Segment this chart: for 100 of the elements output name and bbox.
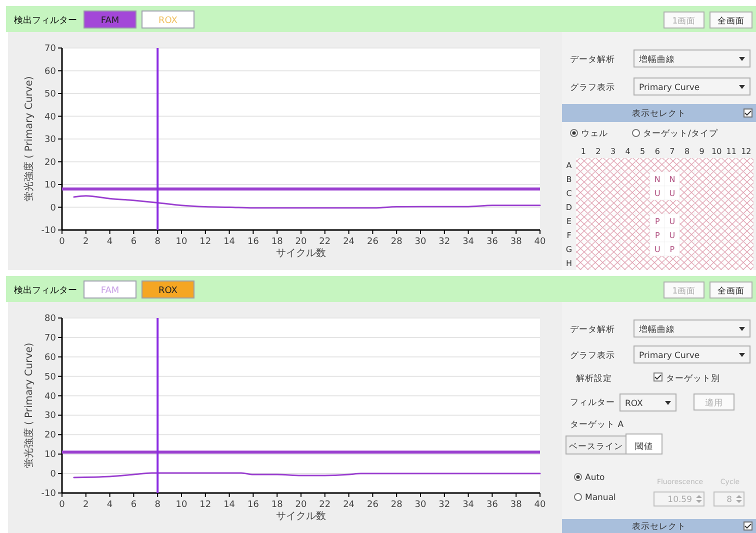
text: 閾値 bbox=[635, 441, 653, 452]
x-axis-title: サイクル数 bbox=[276, 511, 326, 522]
text: ターゲット別 bbox=[666, 373, 720, 384]
line-series bbox=[73, 195, 541, 209]
y-tick-label: B bbox=[566, 175, 572, 184]
text: 検出フィルター bbox=[14, 285, 77, 296]
x-tick-label: 0 bbox=[59, 237, 66, 247]
x-tick-label: 4 bbox=[625, 147, 630, 156]
y-axis-title: 蛍光強度 ( Primary Curve) bbox=[23, 342, 35, 468]
x-tick-label: 6 bbox=[130, 500, 137, 510]
text: 表示セレクト bbox=[632, 108, 686, 119]
text: 10.59 bbox=[668, 495, 692, 505]
x-tick-label: 30 bbox=[414, 500, 426, 510]
text: U bbox=[669, 231, 676, 240]
x-tick-label: 36 bbox=[486, 237, 498, 247]
y-tick-label: 60 bbox=[44, 352, 56, 363]
x-tick-label: 28 bbox=[390, 500, 403, 510]
x-tick-label: 2 bbox=[83, 237, 89, 247]
text: 全画面 bbox=[718, 16, 744, 26]
x-tick-label: 26 bbox=[366, 500, 379, 510]
x-tick-label: 3 bbox=[610, 147, 616, 156]
text: 適用 bbox=[705, 398, 723, 408]
text: 増幅曲線 bbox=[638, 324, 675, 335]
text: 全画面 bbox=[718, 286, 744, 296]
y-tick-label: E bbox=[566, 217, 572, 226]
y-tick-label: 70 bbox=[44, 333, 56, 344]
x-tick-label: 10 bbox=[712, 147, 722, 156]
x-tick-label: 34 bbox=[462, 500, 474, 510]
text: ROX bbox=[625, 399, 644, 409]
x-tick-label: 18 bbox=[271, 237, 284, 247]
text: ターゲット/タイプ bbox=[643, 128, 719, 139]
x-tick-label: 12 bbox=[741, 147, 752, 156]
y-tick-label: 10 bbox=[44, 450, 56, 460]
text: U bbox=[669, 189, 676, 198]
y-tick-label: 30 bbox=[44, 411, 56, 422]
x-tick-label: 40 bbox=[534, 237, 546, 247]
text: 表示セレクト bbox=[632, 521, 686, 532]
x-axis-title: サイクル数 bbox=[276, 248, 326, 259]
x-tick-label: 8 bbox=[154, 500, 161, 510]
x-tick-label: 14 bbox=[224, 237, 236, 247]
y-tick-label: -10 bbox=[41, 489, 56, 499]
text: グラフ表示 bbox=[570, 350, 615, 361]
y-tick-label: 0 bbox=[50, 203, 56, 214]
text: 増幅曲線 bbox=[638, 54, 675, 65]
text: 解析設定 bbox=[576, 373, 612, 384]
x-tick-label: 26 bbox=[366, 237, 379, 247]
y-tick-label: 10 bbox=[44, 180, 56, 190]
text: FAM bbox=[100, 286, 120, 296]
text: 1画面 bbox=[672, 286, 696, 296]
x-tick-label: 24 bbox=[343, 237, 355, 247]
text: ベースライン bbox=[569, 442, 623, 452]
y-tick-label: 50 bbox=[44, 372, 56, 382]
x-tick-label: 12 bbox=[200, 500, 212, 510]
x-tick-label: 22 bbox=[319, 237, 331, 247]
x-tick-label: 32 bbox=[438, 500, 450, 510]
y-tick-label: F bbox=[566, 231, 572, 240]
text: P bbox=[654, 231, 660, 240]
text: P bbox=[670, 245, 675, 254]
x-tick-label: 1 bbox=[580, 147, 586, 156]
x-tick-label: 20 bbox=[295, 500, 307, 510]
x-tick-label: 18 bbox=[271, 500, 284, 510]
y-tick-label: 20 bbox=[44, 430, 56, 441]
x-tick-label: 4 bbox=[106, 237, 113, 247]
text: グラフ表示 bbox=[570, 82, 615, 93]
x-tick-label: 7 bbox=[670, 147, 675, 156]
y-tick-label: -10 bbox=[41, 226, 56, 236]
x-tick-label: 36 bbox=[486, 500, 498, 510]
y-tick-label: H bbox=[566, 259, 572, 268]
y-tick-label: 40 bbox=[44, 112, 56, 122]
y-tick-label: 0 bbox=[50, 470, 56, 480]
text: P bbox=[654, 217, 660, 226]
x-tick-label: 38 bbox=[510, 500, 522, 510]
x-tick-label: 16 bbox=[247, 500, 260, 510]
text: フィルター bbox=[570, 398, 615, 408]
x-tick-label: 2 bbox=[83, 500, 89, 510]
x-tick-label: 10 bbox=[176, 500, 188, 510]
x-tick-label: 40 bbox=[534, 500, 546, 510]
text: 検出フィルター bbox=[14, 15, 77, 26]
x-tick-label: 16 bbox=[247, 237, 260, 247]
y-axis-title: 蛍光強度 ( Primary Curve) bbox=[23, 76, 35, 202]
text: Primary Curve bbox=[639, 351, 700, 361]
text: ターゲット A bbox=[570, 419, 624, 430]
x-tick-label: 22 bbox=[319, 500, 331, 510]
text: Primary Curve bbox=[639, 83, 700, 93]
y-tick-label: 80 bbox=[44, 314, 56, 324]
y-tick-label: G bbox=[566, 245, 572, 254]
text: Manual bbox=[585, 493, 616, 503]
y-tick-label: A bbox=[566, 161, 572, 170]
y-tick-label: C bbox=[566, 189, 572, 198]
y-tick-label: 70 bbox=[44, 44, 56, 54]
x-tick-label: 28 bbox=[390, 237, 403, 247]
x-tick-label: 30 bbox=[414, 237, 426, 247]
text: U bbox=[654, 245, 660, 254]
x-tick-label: 5 bbox=[640, 147, 646, 156]
y-tick-label: D bbox=[566, 203, 572, 212]
text: データ解析 bbox=[570, 54, 615, 65]
text: 1画面 bbox=[672, 16, 696, 26]
x-tick-label: 12 bbox=[200, 237, 212, 247]
y-tick-label: 20 bbox=[44, 158, 56, 168]
x-tick-label: 14 bbox=[224, 500, 236, 510]
